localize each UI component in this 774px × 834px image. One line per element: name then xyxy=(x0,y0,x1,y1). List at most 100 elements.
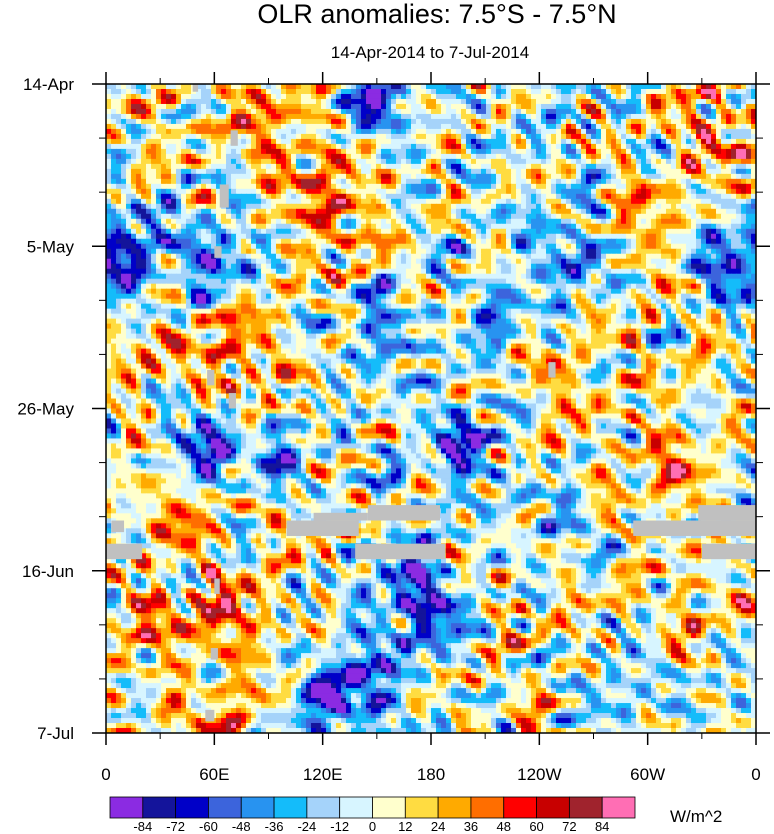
anomaly-cell xyxy=(581,238,587,245)
anomaly-cell xyxy=(586,188,592,195)
anomaly-cell xyxy=(351,193,357,200)
anomaly-cell xyxy=(386,248,392,255)
anomaly-cell xyxy=(446,233,452,240)
anomaly-cell xyxy=(506,223,512,230)
anomaly-cell xyxy=(166,198,172,205)
anomaly-cell xyxy=(476,93,482,100)
anomaly-cell xyxy=(746,188,752,195)
anomaly-cell xyxy=(586,228,592,235)
anomaly-cell xyxy=(651,238,657,245)
anomaly-cell xyxy=(431,108,437,115)
anomaly-cell xyxy=(751,123,756,130)
anomaly-cell xyxy=(441,138,447,145)
anomaly-cell xyxy=(406,168,412,175)
anomaly-cell xyxy=(626,228,632,235)
anomaly-cell xyxy=(386,178,392,185)
anomaly-cell xyxy=(431,93,437,100)
anomaly-cell xyxy=(171,253,177,260)
anomaly-cell xyxy=(576,238,582,245)
anomaly-cell xyxy=(331,168,337,175)
anomaly-cell xyxy=(141,113,147,120)
anomaly-cell xyxy=(701,253,707,260)
anomaly-cell xyxy=(141,233,147,240)
anomaly-cell xyxy=(396,128,402,135)
anomaly-cell xyxy=(126,208,132,215)
anomaly-cell xyxy=(201,228,207,235)
anomaly-cell xyxy=(426,108,432,115)
anomaly-cell xyxy=(611,258,617,265)
anomaly-cell xyxy=(291,248,297,255)
anomaly-cell xyxy=(516,93,522,100)
anomaly-cell xyxy=(451,193,457,200)
anomaly-cell xyxy=(711,268,717,275)
anomaly-cell xyxy=(711,98,717,105)
anomaly-cell xyxy=(106,223,112,230)
anomaly-cell xyxy=(551,118,557,125)
anomaly-cell xyxy=(121,148,127,155)
anomaly-cell xyxy=(241,238,247,245)
anomaly-cell xyxy=(331,128,337,135)
anomaly-cell xyxy=(186,243,192,250)
anomaly-cell xyxy=(216,213,222,220)
anomaly-cell xyxy=(371,263,377,270)
anomaly-cell xyxy=(436,263,442,270)
anomaly-cell xyxy=(346,128,352,135)
anomaly-cell xyxy=(206,188,212,195)
anomaly-cell xyxy=(271,183,277,190)
anomaly-cell xyxy=(126,98,132,105)
anomaly-cell xyxy=(656,198,662,205)
anomaly-cell xyxy=(606,163,612,170)
anomaly-cell xyxy=(291,153,297,160)
anomaly-cell xyxy=(541,93,547,100)
anomaly-cell xyxy=(441,113,447,120)
anomaly-cell xyxy=(256,223,262,230)
anomaly-cell xyxy=(616,193,622,200)
anomaly-cell xyxy=(521,248,527,255)
anomaly-cell xyxy=(356,178,362,185)
anomaly-cell xyxy=(531,163,537,170)
anomaly-cell xyxy=(236,188,242,195)
anomaly-cell xyxy=(156,133,162,140)
anomaly-cell xyxy=(226,118,232,125)
anomaly-cell xyxy=(391,163,397,170)
anomaly-cell xyxy=(736,193,742,200)
anomaly-cell xyxy=(246,108,252,115)
anomaly-cell xyxy=(341,203,347,210)
anomaly-cell xyxy=(611,93,617,100)
anomaly-cell xyxy=(581,128,587,135)
anomaly-cell xyxy=(326,213,332,220)
anomaly-cell xyxy=(526,98,532,105)
anomaly-cell xyxy=(226,108,232,115)
anomaly-cell xyxy=(146,223,152,230)
anomaly-cell xyxy=(371,113,377,120)
anomaly-cell xyxy=(606,118,612,125)
anomaly-cell xyxy=(356,168,362,175)
anomaly-cell xyxy=(641,248,647,255)
anomaly-cell xyxy=(566,233,572,240)
anomaly-cell xyxy=(161,203,167,210)
anomaly-cell xyxy=(231,173,237,180)
anomaly-cell xyxy=(421,98,427,105)
anomaly-cell xyxy=(746,138,752,145)
anomaly-cell xyxy=(276,198,282,205)
anomaly-cell xyxy=(461,123,467,130)
anomaly-cell xyxy=(336,128,342,135)
anomaly-cell xyxy=(291,113,297,120)
anomaly-cell xyxy=(141,173,147,180)
anomaly-cell xyxy=(511,203,517,210)
anomaly-cell xyxy=(211,148,217,155)
anomaly-cell xyxy=(221,158,227,165)
anomaly-cell xyxy=(141,198,147,205)
anomaly-cell xyxy=(301,263,307,270)
anomaly-cell xyxy=(716,143,722,150)
anomaly-cell xyxy=(181,88,187,95)
anomaly-cell xyxy=(416,233,422,240)
anomaly-cell xyxy=(381,243,387,250)
anomaly-cell xyxy=(656,193,662,200)
anomaly-cell xyxy=(306,188,312,195)
anomaly-cell xyxy=(716,248,722,255)
anomaly-cell xyxy=(516,203,522,210)
anomaly-cell xyxy=(396,193,402,200)
anomaly-cell xyxy=(221,258,227,265)
anomaly-cell xyxy=(701,178,707,185)
